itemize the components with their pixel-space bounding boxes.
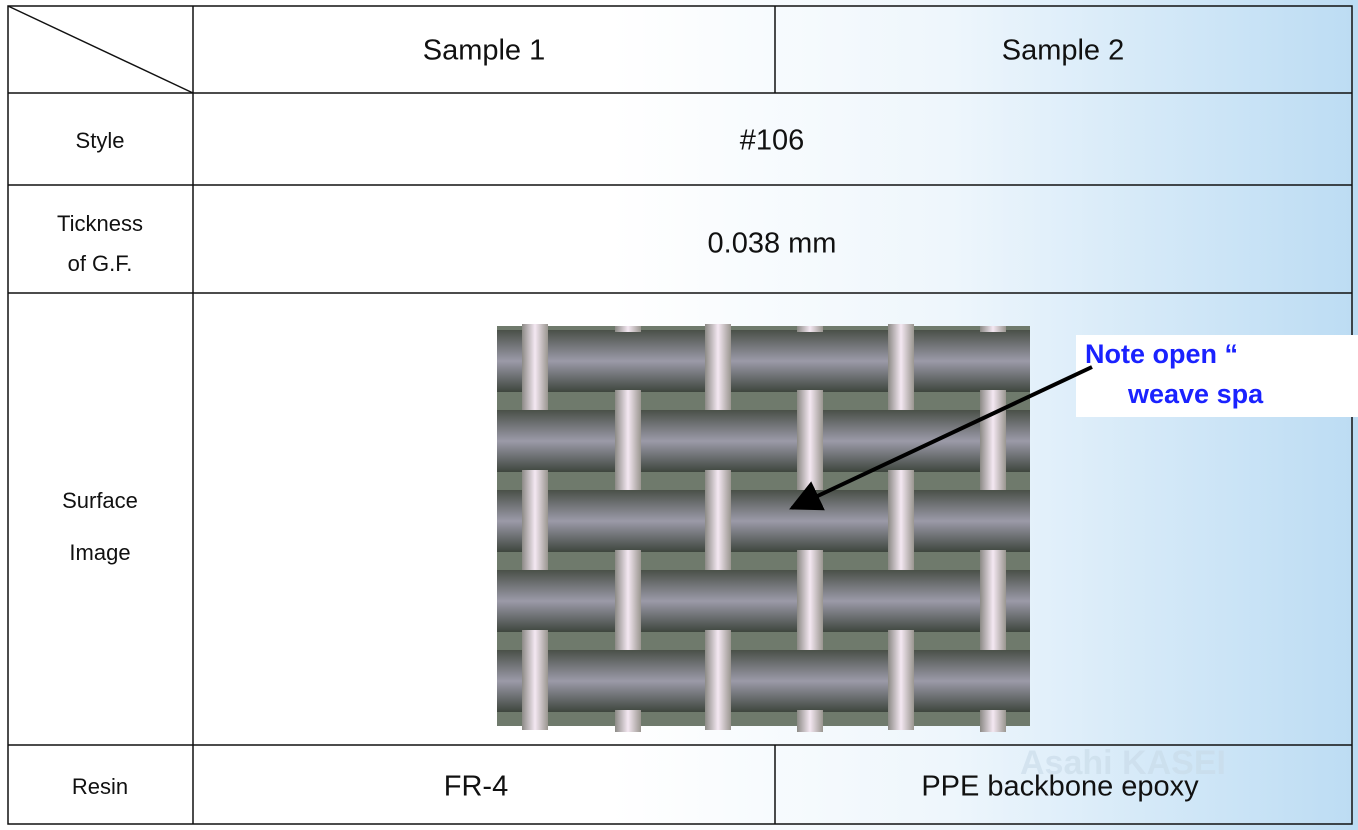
- weave-yarn: [980, 326, 1006, 332]
- row-label: Style: [76, 128, 125, 153]
- weave-yarn: [522, 324, 548, 410]
- weave-yarn: [522, 644, 548, 730]
- diagonal: [7, 5, 194, 94]
- weave-yarn: [497, 330, 1030, 392]
- row-label: of G.F.: [68, 251, 133, 276]
- row-label: Resin: [72, 774, 128, 799]
- weave-yarn: [705, 484, 731, 570]
- weave-yarn: [522, 326, 548, 332]
- weave-yarn: [615, 710, 641, 732]
- weave-yarn: [497, 570, 1030, 632]
- note-box: [1076, 335, 1358, 417]
- header-cell: Sample 2: [1002, 35, 1125, 67]
- weave-yarn: [497, 410, 1030, 472]
- weave-yarn: [980, 564, 1006, 650]
- note-text: Note open “: [1085, 339, 1238, 369]
- cell-value: #106: [740, 125, 805, 157]
- weave-yarn: [522, 484, 548, 570]
- weave-yarn: [705, 326, 731, 332]
- cell-value: PPE backbone epoxy: [921, 771, 1199, 803]
- weave-yarn: [980, 710, 1006, 732]
- weave-yarn: [797, 326, 823, 332]
- weave-yarn: [888, 644, 914, 730]
- weave-yarn: [705, 644, 731, 730]
- weave-yarn: [615, 564, 641, 650]
- row-label: Surface: [62, 488, 138, 513]
- note-text: weave spa: [1127, 379, 1264, 409]
- watermark: Asahi KASEI: [1020, 744, 1226, 782]
- weave-yarn: [497, 490, 1030, 552]
- row-label: Tickness: [57, 211, 143, 236]
- cell-value: FR-4: [444, 771, 508, 803]
- row-label: Image: [69, 540, 130, 565]
- weave-yarn: [888, 324, 914, 410]
- weave-yarn: [615, 326, 641, 332]
- weave-yarn: [797, 710, 823, 732]
- cell-value: 0.038 mm: [708, 228, 837, 260]
- weave-yarn: [888, 326, 914, 332]
- weave-yarn: [797, 564, 823, 650]
- weave-yarn: [615, 404, 641, 490]
- surface-image: [497, 324, 1030, 732]
- weave-yarn: [705, 324, 731, 410]
- weave-yarn: [797, 404, 823, 490]
- weave-yarn: [497, 650, 1030, 712]
- header-cell: Sample 1: [423, 35, 546, 67]
- weave-yarn: [888, 484, 914, 570]
- arrow: [789, 365, 1093, 511]
